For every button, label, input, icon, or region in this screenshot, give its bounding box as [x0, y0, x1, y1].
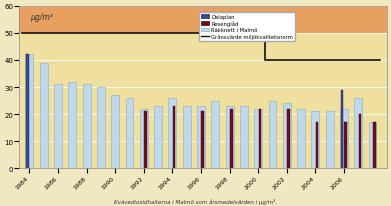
Bar	[197, 107, 205, 169]
Bar	[340, 109, 348, 169]
Bar	[344, 123, 347, 169]
Bar	[169, 98, 176, 169]
Bar	[212, 101, 219, 169]
Bar	[269, 101, 276, 169]
Bar	[283, 104, 291, 169]
Text: μg/m³: μg/m³	[30, 13, 53, 22]
Bar	[25, 55, 33, 169]
Bar	[97, 88, 105, 169]
Bar	[341, 90, 343, 169]
Bar	[20, 7, 387, 34]
Bar	[201, 112, 204, 169]
Bar	[359, 115, 361, 169]
Bar	[230, 109, 233, 169]
Bar	[254, 109, 262, 169]
Bar	[316, 123, 318, 169]
Bar	[111, 96, 119, 169]
Bar	[26, 55, 29, 169]
Bar	[173, 107, 176, 169]
Bar	[373, 123, 375, 169]
Bar	[83, 85, 91, 169]
Bar	[258, 109, 261, 169]
Legend: Dalaplan, Rosenglåd, Räkknett i Malmö, Gränsvärde miljökvalitetsnorm: Dalaplan, Rosenglåd, Räkknett i Malmö, G…	[199, 13, 295, 42]
Bar	[240, 107, 248, 169]
Bar	[183, 107, 191, 169]
Bar	[144, 112, 147, 169]
Bar	[369, 123, 377, 169]
Bar	[154, 107, 162, 169]
Bar	[297, 109, 305, 169]
Text: Kvävedioxidhalterna i Malmö som årsmedelvärden i μg/m³.: Kvävedioxidhalterna i Malmö som årsmedel…	[114, 198, 277, 204]
Bar	[226, 107, 233, 169]
Bar	[40, 63, 48, 169]
Bar	[311, 112, 319, 169]
Bar	[140, 109, 148, 169]
Bar	[354, 98, 362, 169]
Bar	[20, 34, 387, 169]
Bar	[287, 109, 290, 169]
Bar	[326, 112, 334, 169]
Bar	[126, 98, 133, 169]
Bar	[54, 85, 62, 169]
Bar	[68, 82, 76, 169]
